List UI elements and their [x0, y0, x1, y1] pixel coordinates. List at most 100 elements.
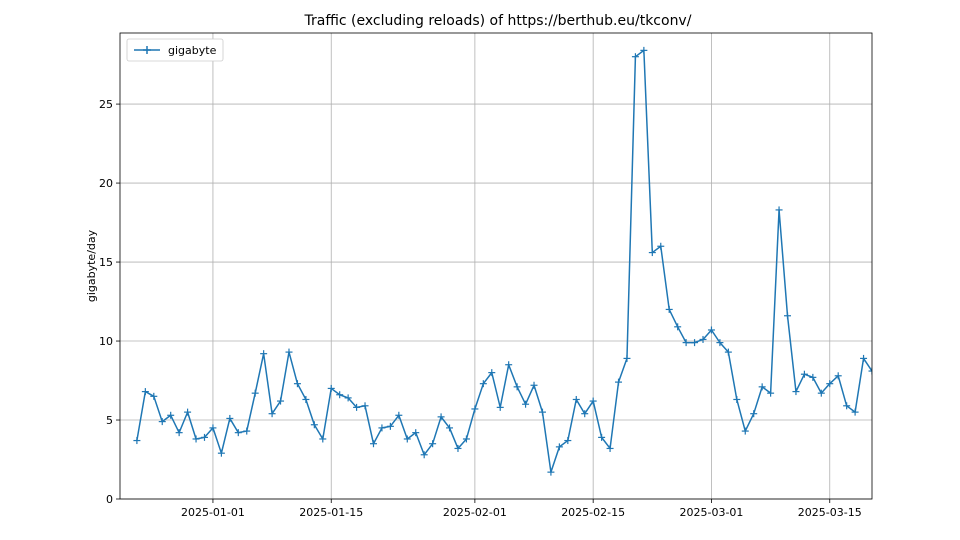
data-point-marker — [843, 402, 851, 410]
y-axis-label: gigabyte/day — [85, 229, 98, 302]
data-point-marker — [826, 380, 834, 388]
data-point-marker — [547, 468, 555, 476]
x-tick-label: 2025-01-15 — [299, 506, 363, 519]
data-point-marker — [792, 388, 800, 396]
data-point-marker — [175, 429, 183, 437]
x-tick-label: 2025-02-01 — [443, 506, 507, 519]
data-point-marker — [809, 373, 817, 381]
data-point-marker — [682, 339, 690, 347]
data-point-marker — [310, 421, 318, 429]
data-point-marker — [437, 413, 445, 421]
data-point-marker — [716, 339, 724, 347]
y-tick-label: 5 — [106, 414, 113, 427]
data-point-marker — [353, 403, 361, 411]
data-point-marker — [648, 249, 656, 257]
data-point-marker — [834, 372, 842, 380]
data-point-marker — [277, 397, 285, 405]
data-point-marker — [606, 444, 614, 452]
data-point-marker — [665, 305, 673, 313]
data-point-marker — [868, 367, 872, 375]
data-point-marker — [369, 440, 377, 448]
data-point-marker — [750, 410, 758, 418]
data-point-marker — [860, 354, 868, 362]
data-point-marker — [150, 392, 158, 400]
data-point-marker — [234, 429, 242, 437]
data-point-marker — [141, 388, 149, 396]
y-tick-label: 15 — [99, 256, 113, 269]
data-point-marker — [530, 381, 538, 389]
data-point-marker — [800, 370, 808, 378]
y-tick-label: 20 — [99, 177, 113, 190]
data-point-marker — [217, 449, 225, 457]
data-point-marker — [581, 410, 589, 418]
data-point-marker — [462, 435, 470, 443]
data-point-marker — [741, 427, 749, 435]
data-point-marker — [598, 433, 606, 441]
data-point-marker — [767, 389, 775, 397]
data-point-marker — [268, 410, 276, 418]
data-point-marker — [209, 424, 217, 432]
data-point-marker — [327, 384, 335, 392]
x-tick-label: 2025-01-01 — [181, 506, 245, 519]
data-point-marker — [184, 408, 192, 416]
data-point-marker — [817, 389, 825, 397]
chart-title: Traffic (excluding reloads) of https://b… — [304, 13, 692, 29]
data-point-marker — [564, 437, 572, 445]
y-tick-label: 0 — [106, 493, 113, 506]
series-layer — [133, 46, 872, 476]
data-point-marker — [589, 397, 597, 405]
axis-ticks: 2025-01-01 2025-01-15 2025-02-01 2025-02-15… — [99, 98, 862, 519]
data-point-marker — [285, 348, 293, 356]
data-point-marker — [572, 395, 580, 403]
data-point-marker — [479, 380, 487, 388]
series-line — [136, 49, 872, 473]
data-point-marker — [446, 424, 454, 432]
plot-frame — [119, 32, 873, 500]
data-point-marker — [158, 418, 166, 426]
data-point-marker — [555, 443, 563, 451]
data-point-marker — [420, 451, 428, 459]
y-tick-label: 10 — [99, 335, 113, 348]
legend-label: gigabyte — [168, 44, 217, 57]
y-tick-label: 25 — [99, 98, 113, 111]
legend: gigabyte — [126, 38, 224, 62]
data-point-marker — [336, 391, 344, 399]
data-point-marker — [412, 429, 420, 437]
data-point-marker — [733, 395, 741, 403]
data-point-marker — [403, 435, 411, 443]
x-tick-label: 2025-02-15 — [561, 506, 625, 519]
x-tick-label: 2025-03-15 — [798, 506, 862, 519]
data-point-marker — [361, 402, 369, 410]
data-point-marker — [260, 350, 268, 358]
data-point-marker — [395, 411, 403, 419]
data-point-marker — [429, 440, 437, 448]
data-point-marker — [522, 400, 530, 408]
x-tick-label: 2025-03-01 — [679, 506, 743, 519]
data-point-marker — [302, 395, 310, 403]
data-point-marker — [691, 339, 699, 347]
data-point-marker — [657, 242, 665, 250]
data-point-marker — [699, 335, 707, 343]
data-point-marker — [623, 354, 631, 362]
data-point-marker — [640, 46, 648, 54]
data-point-marker — [344, 394, 352, 402]
data-point-marker — [488, 369, 496, 377]
data-point-marker — [775, 206, 783, 214]
data-point-marker — [674, 323, 682, 331]
data-point-marker — [851, 408, 859, 416]
data-point-marker — [538, 408, 546, 416]
data-point-marker — [784, 312, 792, 320]
data-point-marker — [615, 378, 623, 386]
data-point-marker — [505, 361, 513, 369]
data-point-marker — [386, 422, 394, 430]
data-point-marker — [724, 348, 732, 356]
data-point-marker — [319, 435, 327, 443]
data-point-marker — [243, 427, 251, 435]
data-point-marker — [758, 383, 766, 391]
data-point-marker — [200, 433, 208, 441]
data-point-marker — [513, 383, 521, 391]
data-point-marker — [192, 435, 200, 443]
data-point-marker — [226, 414, 234, 422]
